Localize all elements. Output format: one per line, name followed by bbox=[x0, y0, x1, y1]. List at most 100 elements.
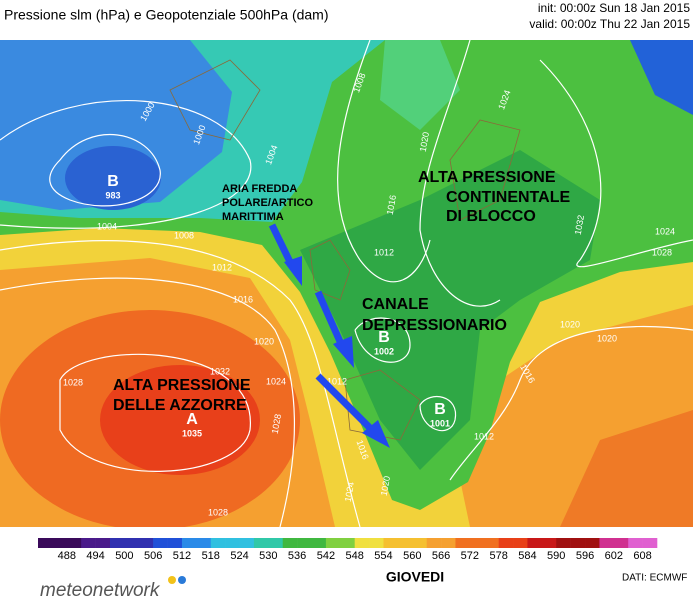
annotation: CONTINENTALE bbox=[446, 189, 570, 206]
colorbar-label: 608 bbox=[633, 550, 651, 562]
colorbar-label: 488 bbox=[58, 550, 76, 562]
isobar-label: 1004 bbox=[97, 221, 117, 231]
annotation: DI BLOCCO bbox=[446, 208, 536, 225]
colorbar-label: 506 bbox=[144, 550, 162, 562]
colorbar-swatch bbox=[412, 538, 427, 548]
colorbar-swatch bbox=[397, 538, 413, 548]
colorbar-swatch bbox=[340, 538, 355, 548]
annotations: ARIA FREDDA POLARE/ARTICO MARITTIMA ALTA… bbox=[113, 169, 570, 414]
isobar-label: 1028 bbox=[270, 413, 283, 434]
isobar-label: 1020 bbox=[597, 333, 617, 343]
center-letter: B bbox=[107, 173, 119, 190]
colorbar-swatch bbox=[297, 538, 312, 548]
annotation: ALTA PRESSIONE bbox=[418, 169, 556, 186]
colorbar-swatch bbox=[570, 538, 586, 548]
valid-time: valid: 00:00z Thu 22 Jan 2015 bbox=[529, 17, 690, 31]
colorbar-label: 524 bbox=[230, 550, 248, 562]
annotation: DELLE AZZORRE bbox=[113, 397, 247, 414]
colorbar-swatch bbox=[383, 538, 399, 548]
colorbar-swatch bbox=[325, 538, 341, 548]
annotation: MARITTIMA bbox=[222, 211, 284, 223]
center-letter: B bbox=[378, 329, 390, 346]
colorbar-swatch bbox=[282, 538, 298, 548]
colorbar-label: 536 bbox=[288, 550, 306, 562]
colorbar-swatch bbox=[181, 538, 197, 548]
colorbar-swatch bbox=[167, 538, 183, 548]
title: Pressione slm (hPa) e Geopotenziale 500h… bbox=[4, 7, 329, 23]
colorbar-swatch bbox=[469, 538, 485, 548]
colorbar-label: 596 bbox=[576, 550, 594, 562]
isobar-label: 1032 bbox=[210, 366, 230, 376]
colorbar-label: 548 bbox=[346, 550, 364, 562]
colorbar-swatch bbox=[585, 538, 600, 548]
colorbar-label: 530 bbox=[259, 550, 277, 562]
colorbar-swatch bbox=[369, 538, 384, 548]
colorbar-swatch bbox=[484, 538, 499, 548]
colorbar-label: 554 bbox=[374, 550, 392, 562]
colorbar-swatch bbox=[52, 538, 68, 548]
annotation: CANALE bbox=[362, 296, 429, 313]
colorbar-swatch bbox=[513, 538, 528, 548]
isobar-label: 1028 bbox=[63, 377, 83, 387]
colorbar-swatch bbox=[253, 538, 269, 548]
colorbar-label: 560 bbox=[403, 550, 421, 562]
isobar-label: 1016 bbox=[385, 194, 398, 215]
map: 1000 1000 1004 1004 1008 1008 1012 1016 … bbox=[0, 40, 693, 527]
annotation: ARIA FREDDA bbox=[222, 183, 297, 195]
colorbar-swatch bbox=[124, 538, 140, 548]
colorbar-label: 590 bbox=[547, 550, 565, 562]
isobar-label: 1008 bbox=[174, 230, 194, 240]
colorbar-swatch bbox=[541, 538, 557, 548]
colorbar-swatch bbox=[268, 538, 284, 548]
colorbar-swatch bbox=[66, 538, 82, 548]
isobar-label: 1024 bbox=[343, 481, 356, 502]
isobar-label: 1020 bbox=[379, 475, 392, 496]
colorbar-swatch bbox=[239, 538, 255, 548]
colorbar-swatch bbox=[441, 538, 456, 548]
isobar-label: 1012 bbox=[474, 431, 494, 441]
logo-dot bbox=[178, 576, 186, 584]
center-value: 1001 bbox=[430, 418, 450, 428]
colorbar-label: 500 bbox=[115, 550, 133, 562]
annotation: DEPRESSIONARIO bbox=[362, 317, 507, 334]
center-value: 1002 bbox=[374, 346, 394, 356]
colorbar-swatch bbox=[210, 538, 226, 548]
center-value: 983 bbox=[105, 190, 120, 200]
colorbar-swatch bbox=[153, 538, 168, 548]
pressure-centers: B 983 A 1035 B 1002 B 1001 bbox=[105, 173, 450, 438]
colorbar-swatch bbox=[527, 538, 543, 548]
colorbar-label: 584 bbox=[518, 550, 536, 562]
annotation: POLARE/ARTICO bbox=[222, 197, 314, 209]
isobar-label: 1012 bbox=[212, 262, 232, 272]
colorbar-label: 494 bbox=[86, 550, 104, 562]
isobar-label: 1012 bbox=[374, 247, 394, 257]
colorbar-swatch bbox=[455, 538, 471, 548]
day-label: GIOVEDI bbox=[386, 569, 444, 585]
colorbar-swatch bbox=[642, 538, 658, 548]
isobar-label: 1028 bbox=[208, 507, 228, 517]
colorbar-label: 542 bbox=[317, 550, 335, 562]
colorbar-swatch bbox=[628, 538, 643, 548]
isobar-label: 1020 bbox=[418, 131, 431, 152]
colorbar-swatch bbox=[354, 538, 370, 548]
center-value: 1035 bbox=[182, 428, 202, 438]
isobar-label: 1024 bbox=[655, 226, 675, 236]
arrows bbox=[268, 223, 390, 448]
colorbar-swatch bbox=[109, 538, 125, 548]
isobar-label: 1024 bbox=[266, 376, 286, 386]
colorbar-swatch bbox=[38, 538, 53, 548]
colorbar-swatch bbox=[196, 538, 212, 548]
colorbar: 488 494 500 506 512 518 524 530 536 542 548 554 560 5… bbox=[38, 538, 658, 562]
init-time: init: 00:00z Sun 18 Jan 2015 bbox=[538, 1, 690, 15]
isobar-label: 1020 bbox=[254, 336, 274, 346]
colorbar-swatch bbox=[225, 538, 240, 548]
logo: meteonetwork bbox=[40, 580, 161, 598]
colorbar-swatch bbox=[81, 538, 96, 548]
isobar-label: 1020 bbox=[560, 319, 580, 329]
colorbar-label: 572 bbox=[461, 550, 479, 562]
colorbar-swatch bbox=[613, 538, 629, 548]
isobar-labels: 1000 1000 1004 1004 1008 1008 1012 1016 … bbox=[63, 72, 675, 518]
colorbar-swatch bbox=[311, 538, 327, 548]
center-letter: A bbox=[186, 411, 198, 428]
